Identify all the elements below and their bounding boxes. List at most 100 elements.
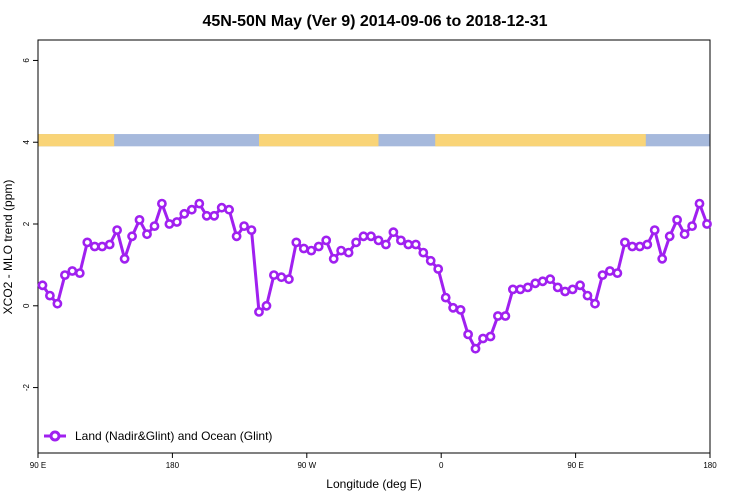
data-point bbox=[112, 225, 122, 235]
data-point bbox=[119, 253, 130, 264]
x-axis: 90 E 180 90 W 0 90 E 180 bbox=[30, 453, 717, 470]
data-point bbox=[343, 247, 354, 258]
data-point bbox=[380, 239, 391, 250]
data-point bbox=[410, 239, 421, 250]
data-point bbox=[560, 286, 570, 297]
data-point bbox=[418, 247, 429, 258]
data-point bbox=[164, 219, 175, 229]
x-tick-label-0: 90 E bbox=[30, 461, 46, 470]
chart-title: 45N-50N May (Ver 9) 2014-09-06 to 2018-1… bbox=[202, 13, 547, 30]
series-line-0 bbox=[41, 202, 709, 351]
legend-label: Land (Nadir&Glint) and Ocean (Glint) bbox=[75, 429, 272, 443]
data-point bbox=[500, 311, 511, 321]
data-point bbox=[313, 241, 324, 252]
data-point bbox=[582, 290, 593, 301]
data-point bbox=[261, 300, 272, 311]
series-layer bbox=[37, 198, 712, 354]
data-point bbox=[231, 231, 242, 242]
data-point bbox=[328, 253, 339, 264]
data-point bbox=[679, 229, 690, 240]
x-tick-label-4: 90 E bbox=[567, 461, 583, 470]
data-point bbox=[104, 239, 115, 250]
data-point bbox=[552, 282, 563, 293]
data-point bbox=[186, 204, 197, 215]
y-axis: -2 0 2 4 6 bbox=[22, 58, 38, 391]
data-point bbox=[455, 304, 466, 315]
data-point bbox=[515, 284, 526, 295]
surface-band bbox=[38, 134, 710, 147]
data-point bbox=[403, 239, 414, 250]
x-tick-label-1: 180 bbox=[166, 461, 180, 470]
data-point bbox=[687, 221, 697, 231]
data-point bbox=[149, 221, 160, 231]
data-point bbox=[298, 243, 309, 254]
data-point bbox=[425, 255, 436, 266]
data-point bbox=[672, 214, 682, 225]
data-point bbox=[97, 241, 108, 252]
data-point bbox=[567, 284, 578, 295]
band-land-1 bbox=[259, 134, 379, 147]
data-point bbox=[209, 210, 220, 221]
data-point bbox=[485, 331, 496, 342]
data-point bbox=[82, 237, 93, 248]
data-point bbox=[545, 274, 556, 285]
data-point bbox=[470, 343, 481, 354]
data-point bbox=[127, 231, 137, 242]
data-point bbox=[179, 208, 190, 219]
data-point bbox=[37, 280, 48, 291]
data-point bbox=[321, 235, 332, 246]
data-point bbox=[156, 198, 167, 209]
y-tick-label-4: 6 bbox=[22, 58, 31, 63]
legend-marker-swatch bbox=[49, 430, 61, 442]
plot-frame bbox=[37, 39, 711, 454]
data-point bbox=[575, 280, 585, 291]
data-point bbox=[433, 264, 444, 274]
data-point bbox=[67, 266, 78, 276]
data-point bbox=[612, 268, 623, 278]
data-point bbox=[283, 274, 294, 285]
data-point bbox=[268, 270, 279, 280]
data-point bbox=[134, 214, 145, 225]
data-point bbox=[463, 329, 473, 340]
data-point bbox=[201, 210, 212, 221]
data-point bbox=[664, 231, 675, 242]
data-point bbox=[142, 229, 152, 240]
data-point bbox=[291, 237, 302, 248]
x-tick-label-2: 90 W bbox=[297, 461, 316, 470]
data-point bbox=[590, 298, 600, 309]
data-point bbox=[492, 311, 503, 321]
data-point bbox=[657, 253, 668, 264]
y-tick-label-1: 0 bbox=[22, 303, 31, 308]
data-point bbox=[74, 268, 85, 278]
data-point bbox=[254, 306, 264, 317]
data-point bbox=[620, 237, 630, 248]
data-point bbox=[171, 217, 182, 227]
data-point bbox=[649, 225, 660, 235]
data-point bbox=[373, 235, 384, 246]
data-point bbox=[336, 245, 346, 256]
y-tick-label-3: 4 bbox=[22, 139, 31, 144]
data-point bbox=[246, 225, 257, 235]
data-point bbox=[642, 239, 653, 250]
y-tick-label-0: -2 bbox=[22, 383, 31, 391]
x-tick-label-5: 180 bbox=[703, 461, 717, 470]
x-axis-label: Longitude (deg E) bbox=[326, 477, 421, 491]
data-point bbox=[440, 292, 451, 303]
data-point bbox=[216, 202, 227, 213]
data-point bbox=[239, 221, 249, 231]
x-tick-label-3: 0 bbox=[439, 461, 444, 470]
data-point bbox=[366, 231, 376, 242]
data-point bbox=[224, 204, 234, 215]
data-point bbox=[60, 270, 70, 280]
data-point bbox=[351, 237, 361, 248]
data-point bbox=[522, 282, 533, 293]
legend: Land (Nadir&Glint) and Ocean (Glint) bbox=[44, 429, 272, 443]
data-point bbox=[605, 266, 615, 276]
data-point bbox=[530, 278, 541, 289]
data-point bbox=[276, 272, 287, 283]
data-point bbox=[448, 302, 458, 313]
data-point bbox=[627, 241, 638, 252]
data-point bbox=[694, 198, 705, 209]
data-point bbox=[89, 241, 100, 252]
